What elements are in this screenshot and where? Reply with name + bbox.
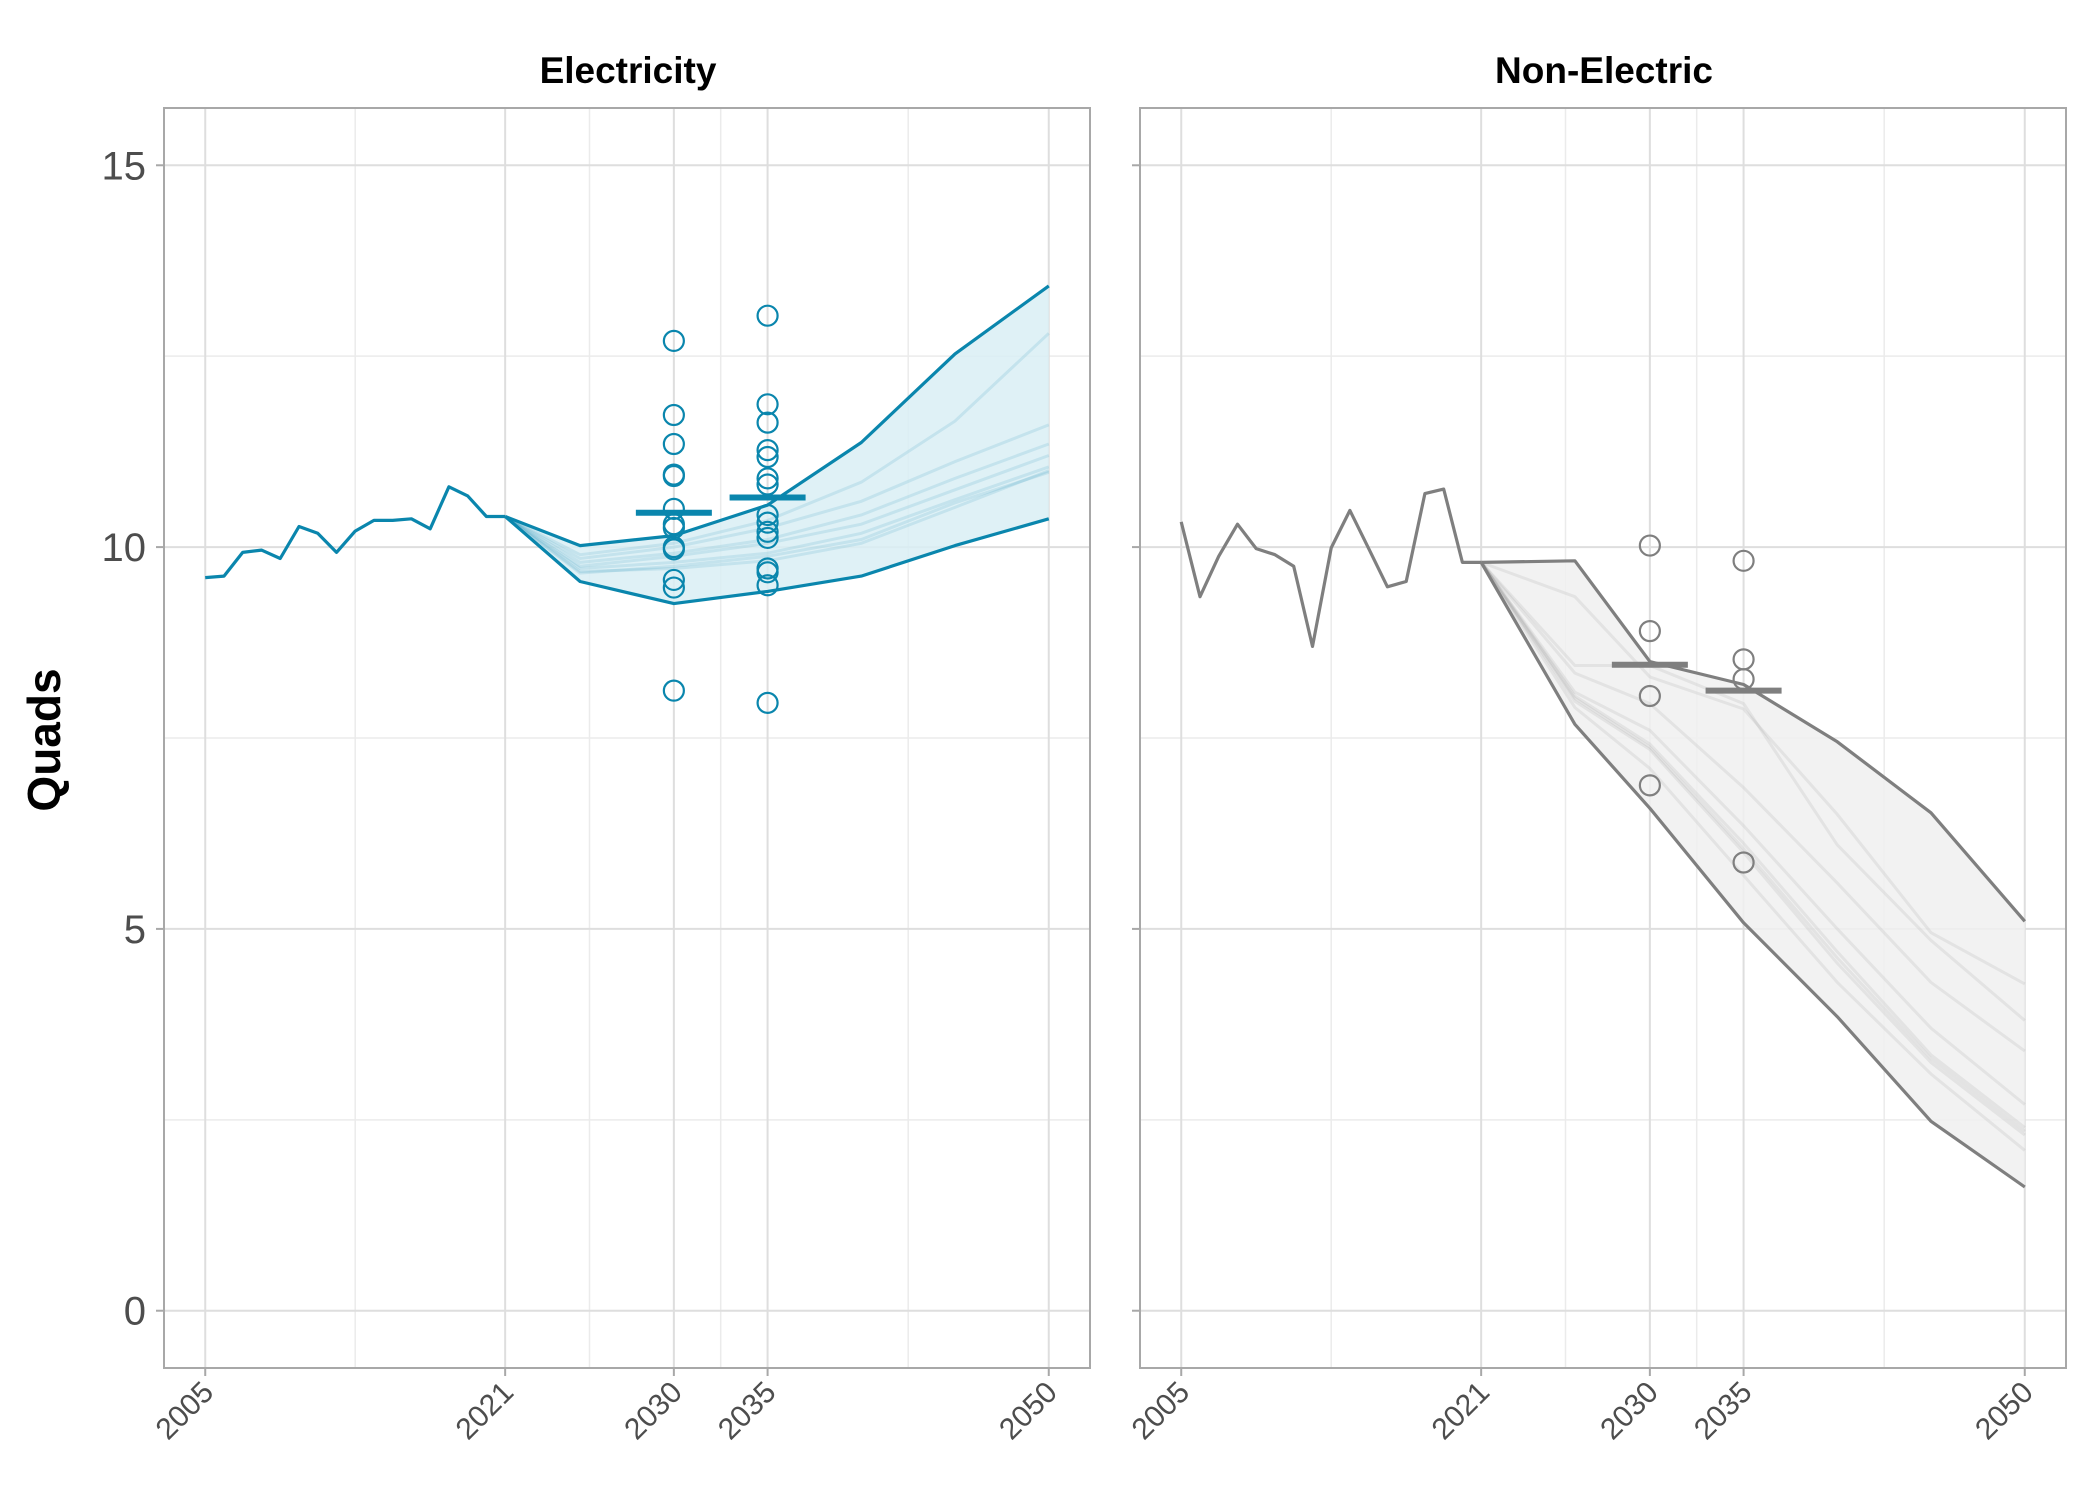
data-point — [756, 411, 779, 434]
data-point — [1638, 534, 1661, 557]
panel-non-electric: Non-Electric 2005 2021 2030 2035 2050 — [1126, 50, 2067, 1446]
scenario-line — [1479, 561, 2026, 1133]
scenario-line — [504, 332, 1050, 557]
panel-border — [163, 107, 1091, 1369]
data-point — [1638, 774, 1661, 797]
data-point — [662, 576, 685, 599]
y-tick-label: 5 — [124, 908, 146, 952]
data-point — [756, 393, 779, 416]
scenario-line — [504, 469, 1050, 574]
scenario-line — [1479, 561, 2026, 1152]
panel-title-non-electric: Non-Electric — [1495, 50, 1713, 91]
scenario-line — [1480, 560, 2026, 986]
y-tick-label: 15 — [102, 144, 147, 188]
data-point — [1638, 619, 1661, 643]
historical-line — [205, 485, 506, 580]
data-point — [756, 526, 779, 550]
scenario-line — [504, 470, 1050, 575]
projection-lower-line — [504, 515, 1050, 606]
scenario-line — [504, 465, 1050, 571]
data-point — [756, 503, 779, 527]
projection-range-area — [1481, 560, 2025, 1187]
data-point — [756, 574, 779, 597]
data-point — [1732, 549, 1755, 572]
grid — [1140, 108, 2066, 1368]
data-point — [1732, 851, 1755, 874]
scenario-line — [1480, 561, 2026, 1053]
historical-line — [1179, 487, 1482, 649]
data-point — [756, 561, 779, 584]
data-point — [756, 439, 779, 462]
data-point — [756, 445, 779, 469]
projection-range-area — [505, 285, 1049, 604]
scenario-line — [504, 454, 1050, 568]
data-point — [756, 467, 779, 490]
scenario-line — [1479, 561, 2026, 1129]
data-point — [662, 464, 685, 488]
data-point — [662, 538, 685, 561]
projection-upper-line — [1481, 559, 2027, 923]
data-point — [662, 679, 685, 702]
data-point — [662, 568, 685, 592]
data-point — [1638, 684, 1661, 708]
scenario-line — [504, 442, 1050, 564]
scenario-line — [1479, 561, 2026, 1106]
grid — [164, 108, 1090, 1368]
scenario-line — [1480, 561, 2026, 1022]
y-tick-label: 10 — [102, 526, 147, 570]
y-axis-title: Quads — [18, 668, 70, 811]
data-point — [756, 511, 779, 534]
data-point — [662, 403, 685, 427]
data-point — [756, 304, 779, 327]
projection-lower-line — [1479, 561, 2026, 1189]
y-tick-label: 0 — [124, 1290, 146, 1334]
data-point — [756, 691, 779, 714]
data-point — [662, 432, 685, 456]
panel-border — [1139, 107, 2067, 1369]
data-point — [756, 520, 779, 543]
panel-title-electricity: Electricity — [540, 50, 717, 91]
data-point — [662, 329, 685, 353]
